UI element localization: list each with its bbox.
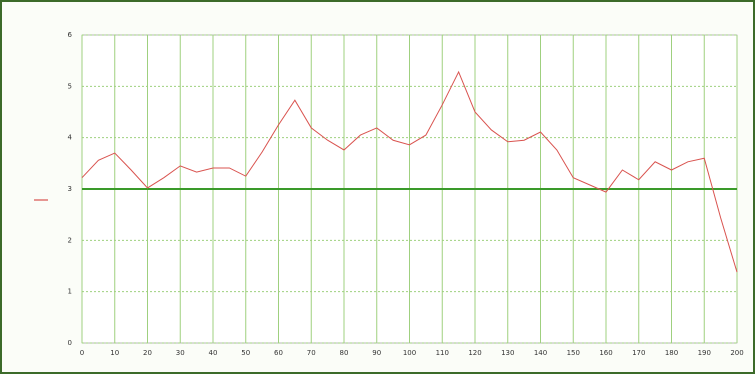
y-tick-label: 6 bbox=[68, 31, 73, 39]
x-tick-label: 180 bbox=[665, 349, 678, 357]
x-tick-label: 0 bbox=[80, 349, 84, 357]
y-tick-label: 1 bbox=[68, 288, 72, 296]
x-tick-label: 50 bbox=[241, 349, 250, 357]
x-tick-label: 70 bbox=[307, 349, 316, 357]
x-tick-label: 80 bbox=[340, 349, 349, 357]
x-tick-label: 100 bbox=[403, 349, 416, 357]
x-tick-label: 200 bbox=[730, 349, 743, 357]
x-tick-label: 10 bbox=[110, 349, 119, 357]
x-tick-label: 110 bbox=[436, 349, 449, 357]
y-tick-label: 3 bbox=[68, 185, 72, 193]
x-tick-label: 150 bbox=[567, 349, 580, 357]
x-tick-label: 170 bbox=[632, 349, 645, 357]
x-tick-label: 30 bbox=[176, 349, 185, 357]
x-tick-label: 130 bbox=[501, 349, 514, 357]
data-line bbox=[81, 70, 738, 273]
x-tick-label: 40 bbox=[209, 349, 218, 357]
x-tick-label: 90 bbox=[372, 349, 381, 357]
y-tick-label: 2 bbox=[68, 236, 72, 244]
x-tick-label: 160 bbox=[599, 349, 612, 357]
x-tick-label: 140 bbox=[534, 349, 547, 357]
x-tick-label: 190 bbox=[698, 349, 711, 357]
y-tick-label: 4 bbox=[68, 134, 73, 142]
x-tick-label: 20 bbox=[143, 349, 152, 357]
y-tick-label: 5 bbox=[68, 82, 72, 90]
x-tick-label: 60 bbox=[274, 349, 283, 357]
y-tick-label: 0 bbox=[68, 339, 72, 347]
x-tick-label: 120 bbox=[468, 349, 481, 357]
